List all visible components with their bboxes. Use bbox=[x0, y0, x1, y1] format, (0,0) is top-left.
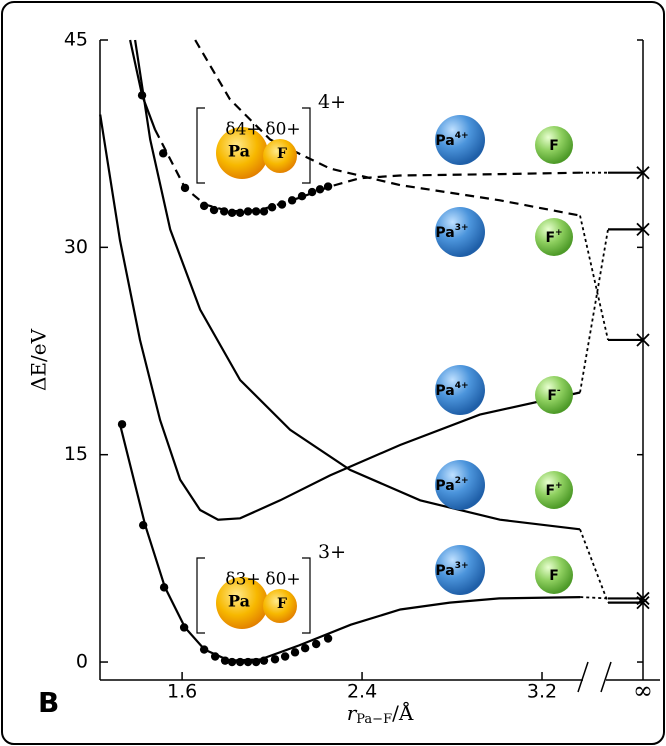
data-point bbox=[221, 656, 229, 664]
data-point bbox=[236, 209, 244, 217]
ion-symbol: Pa bbox=[435, 133, 454, 149]
data-point bbox=[244, 658, 252, 666]
atom-label: Pa bbox=[228, 142, 250, 161]
data-point bbox=[291, 648, 299, 656]
data-point bbox=[268, 203, 276, 211]
ion-symbol: F bbox=[547, 388, 557, 404]
y-tick-label: 0 bbox=[76, 651, 88, 673]
data-point bbox=[316, 185, 324, 193]
data-point bbox=[210, 206, 218, 214]
y-axis-label: ΔE/eV bbox=[27, 328, 51, 391]
ion-charge: + bbox=[555, 228, 563, 238]
data-point bbox=[211, 652, 219, 660]
data-point bbox=[220, 207, 228, 215]
data-point bbox=[244, 207, 252, 215]
data-point bbox=[278, 200, 286, 208]
partial-charge: δ0+ bbox=[265, 570, 300, 590]
data-point bbox=[200, 202, 208, 210]
data-point bbox=[160, 583, 168, 591]
ion-charge: 4+ bbox=[455, 131, 469, 141]
ion-symbol: F bbox=[549, 138, 559, 154]
data-point bbox=[298, 192, 306, 200]
data-point bbox=[228, 658, 236, 666]
ion-symbol: Pa bbox=[435, 225, 454, 241]
data-point bbox=[159, 149, 167, 157]
data-point bbox=[228, 209, 236, 217]
ion-symbol: Pa bbox=[435, 478, 454, 494]
data-point bbox=[281, 652, 289, 660]
total-charge: 3+ bbox=[318, 541, 346, 563]
x-tick-label: 1.6 bbox=[167, 681, 197, 703]
data-point bbox=[139, 521, 147, 529]
ion-charge: 2+ bbox=[455, 476, 469, 486]
data-point bbox=[271, 655, 279, 663]
data-point bbox=[200, 645, 208, 653]
f-ion-label: F bbox=[549, 568, 559, 584]
partial-charge: δ0+ bbox=[265, 120, 300, 140]
atom-label: Pa bbox=[228, 592, 250, 611]
ion-symbol: F bbox=[545, 483, 555, 499]
data-point bbox=[301, 644, 309, 652]
data-point bbox=[324, 182, 332, 190]
data-point bbox=[252, 207, 260, 215]
data-point bbox=[181, 184, 189, 192]
atom-label: F bbox=[277, 596, 287, 612]
x-label-unit: /Å bbox=[392, 700, 414, 725]
f-ion-label: F bbox=[549, 138, 559, 154]
ion-charge: 4+ bbox=[455, 381, 469, 391]
data-point bbox=[260, 207, 268, 215]
ion-charge: 3+ bbox=[455, 561, 469, 571]
ion-charge: + bbox=[555, 481, 563, 491]
ion-charge: - bbox=[557, 386, 561, 396]
data-point bbox=[312, 640, 320, 648]
x-tick-label: 2.4 bbox=[347, 681, 377, 703]
figure: B ΔE/eV rPa−F/Å ∞ 01530451.62.43.2δ4+δ0+… bbox=[0, 0, 666, 746]
x-tick-label: 3.2 bbox=[527, 681, 557, 703]
data-point bbox=[236, 658, 244, 666]
atom-label: F bbox=[277, 146, 287, 162]
data-point bbox=[252, 658, 260, 666]
data-point bbox=[260, 656, 268, 664]
y-tick-label: 15 bbox=[64, 443, 88, 465]
data-point bbox=[288, 196, 296, 204]
partial-charge: δ4+ bbox=[225, 120, 260, 140]
data-point bbox=[180, 623, 188, 631]
panel-label: B bbox=[38, 686, 59, 719]
ion-symbol: Pa bbox=[435, 383, 454, 399]
data-point bbox=[324, 634, 332, 642]
ion-symbol: F bbox=[545, 230, 555, 246]
ion-symbol: F bbox=[549, 568, 559, 584]
y-tick-label: 45 bbox=[64, 29, 88, 51]
total-charge: 4+ bbox=[318, 91, 346, 113]
data-point bbox=[308, 188, 316, 196]
ion-charge: 3+ bbox=[455, 223, 469, 233]
y-tick-label: 30 bbox=[64, 236, 88, 258]
x-infinity-label: ∞ bbox=[633, 677, 653, 705]
data-point bbox=[118, 420, 126, 428]
partial-charge: δ3+ bbox=[225, 570, 260, 590]
x-label-sub: Pa−F bbox=[356, 712, 392, 727]
ion-symbol: Pa bbox=[435, 563, 454, 579]
